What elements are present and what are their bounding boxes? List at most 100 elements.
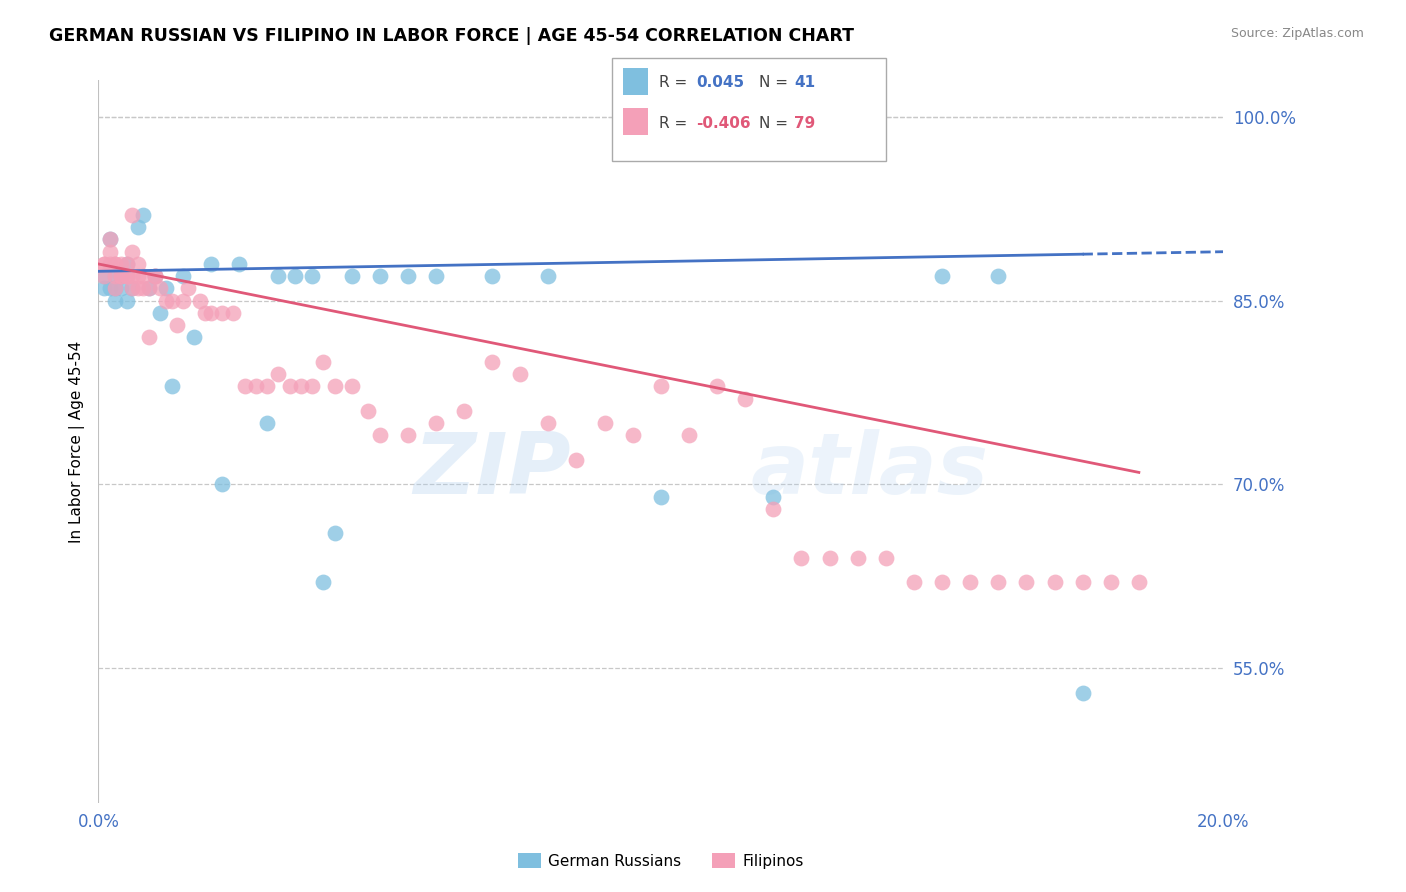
Point <box>104 281 127 295</box>
Text: atlas: atlas <box>751 429 988 512</box>
Point <box>98 232 121 246</box>
Point <box>301 269 323 284</box>
Point <box>593 416 616 430</box>
Text: 0.045: 0.045 <box>696 76 744 90</box>
Point <box>127 269 149 284</box>
Point <box>284 269 307 284</box>
Point <box>172 293 194 308</box>
Point <box>104 293 127 308</box>
Point <box>256 379 278 393</box>
Point <box>987 269 1010 284</box>
Point <box>132 208 155 222</box>
Point <box>425 416 447 430</box>
Point <box>931 269 953 284</box>
Point <box>166 318 188 333</box>
Point <box>875 550 897 565</box>
Point <box>1128 575 1150 590</box>
Point <box>650 379 672 393</box>
Point <box>323 379 346 393</box>
Point <box>903 575 925 590</box>
Point <box>98 244 121 259</box>
Point <box>93 281 115 295</box>
Point <box>312 355 335 369</box>
Point <box>1071 575 1094 590</box>
Point <box>256 416 278 430</box>
Point <box>155 281 177 295</box>
Point <box>818 550 841 565</box>
Point <box>104 269 127 284</box>
Point <box>267 269 290 284</box>
Point <box>93 257 115 271</box>
Text: R =: R = <box>659 116 693 130</box>
Point <box>357 404 380 418</box>
Text: -0.406: -0.406 <box>696 116 751 130</box>
Point <box>98 281 121 295</box>
Point <box>104 257 127 271</box>
Point <box>425 269 447 284</box>
Point <box>115 269 138 284</box>
Point <box>104 269 127 284</box>
Point <box>194 306 217 320</box>
Y-axis label: In Labor Force | Age 45-54: In Labor Force | Age 45-54 <box>69 341 84 542</box>
Point <box>93 269 115 284</box>
Legend: German Russians, Filipinos: German Russians, Filipinos <box>512 847 810 875</box>
Point <box>368 269 391 284</box>
Point <box>115 257 138 271</box>
Point <box>790 550 813 565</box>
Point <box>509 367 531 381</box>
Point <box>121 281 143 295</box>
Point <box>368 428 391 442</box>
Point <box>987 575 1010 590</box>
Point <box>312 575 335 590</box>
Point <box>177 281 200 295</box>
Point <box>121 281 143 295</box>
Point <box>267 367 290 381</box>
Point <box>160 293 183 308</box>
Point <box>621 428 644 442</box>
Point <box>93 269 115 284</box>
Point <box>183 330 205 344</box>
Point <box>172 269 194 284</box>
Point <box>160 379 183 393</box>
Point <box>278 379 301 393</box>
Point <box>706 379 728 393</box>
Point <box>110 257 132 271</box>
Point <box>149 306 172 320</box>
Point <box>650 490 672 504</box>
Point <box>115 269 138 284</box>
Point <box>110 269 132 284</box>
Point <box>228 257 250 271</box>
Point <box>340 269 363 284</box>
Point <box>98 257 121 271</box>
Point <box>734 392 756 406</box>
Point <box>200 257 222 271</box>
Text: Source: ZipAtlas.com: Source: ZipAtlas.com <box>1230 27 1364 40</box>
Point <box>959 575 981 590</box>
Point <box>121 208 143 222</box>
Point <box>211 477 233 491</box>
Point <box>138 281 160 295</box>
Point <box>211 306 233 320</box>
Point <box>1043 575 1066 590</box>
Point <box>537 269 560 284</box>
Text: 79: 79 <box>794 116 815 130</box>
Point <box>93 257 115 271</box>
Point <box>565 453 588 467</box>
Point <box>132 269 155 284</box>
Text: N =: N = <box>759 116 793 130</box>
Point <box>1071 685 1094 699</box>
Point <box>98 232 121 246</box>
Point <box>846 550 869 565</box>
Point <box>127 257 149 271</box>
Point <box>104 281 127 295</box>
Point <box>396 269 419 284</box>
Point <box>143 269 166 284</box>
Point <box>481 269 503 284</box>
Point <box>155 293 177 308</box>
Point <box>121 269 143 284</box>
Point <box>233 379 256 393</box>
Point <box>678 428 700 442</box>
Text: 41: 41 <box>794 76 815 90</box>
Point <box>762 490 785 504</box>
Point <box>138 281 160 295</box>
